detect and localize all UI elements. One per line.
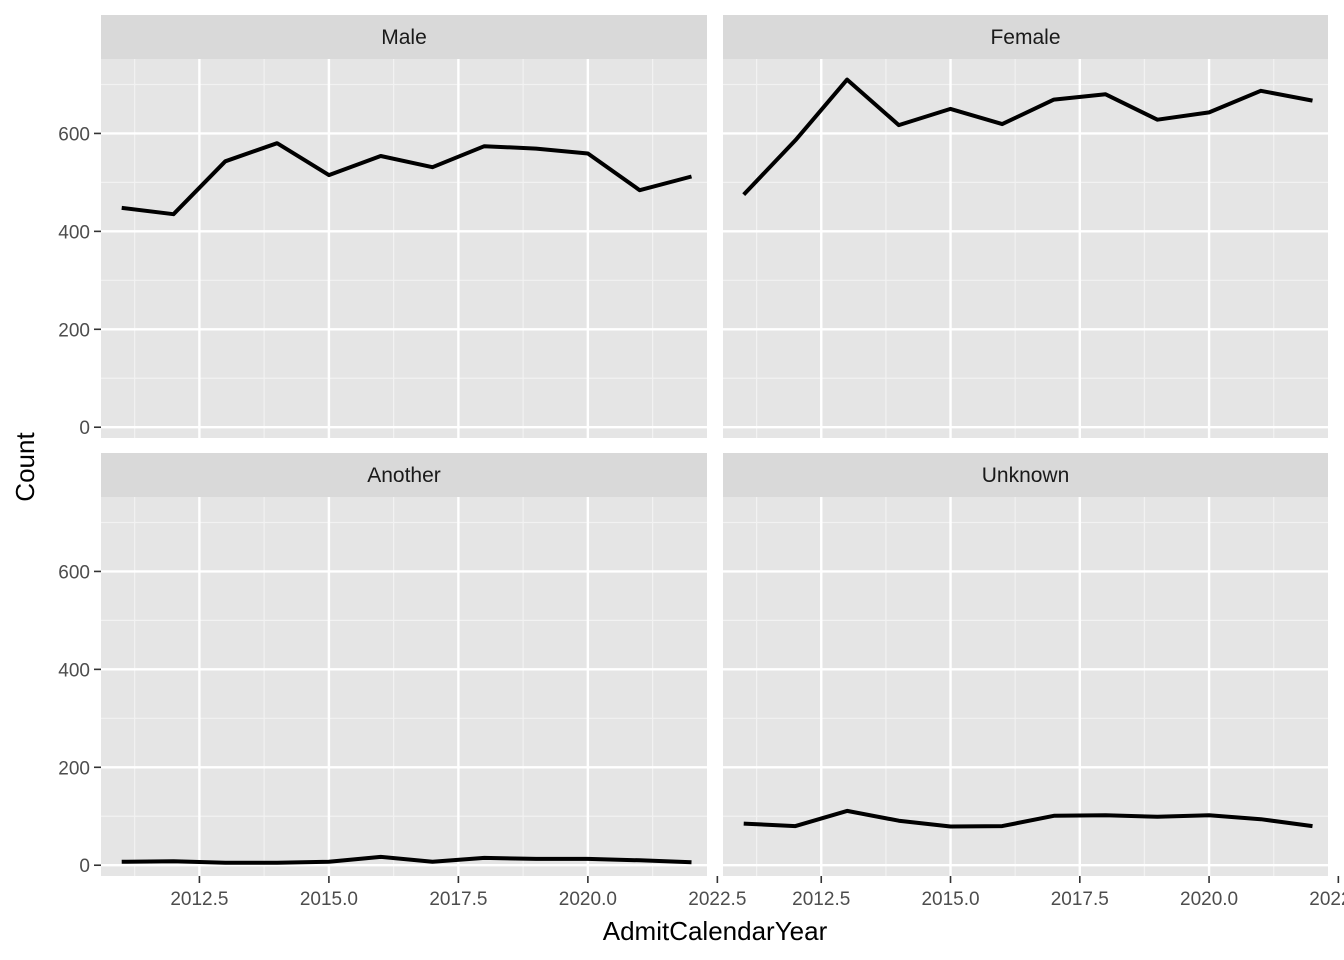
x-tick-label: 2022.5 <box>1309 889 1344 910</box>
x-tick-label: 2022.5 <box>688 889 746 910</box>
x-tick-label: 2017.5 <box>1051 889 1109 910</box>
y-axis-title: Count <box>10 432 40 502</box>
y-tick-label: 200 <box>58 758 90 779</box>
gridlines <box>101 497 707 876</box>
panel-background <box>101 497 707 876</box>
y-tick-label: 0 <box>79 856 90 877</box>
series-line-another <box>121 854 692 865</box>
series-line-female <box>742 77 1313 196</box>
facet-panel-unknown: Unknown <box>723 453 1328 876</box>
panel-background <box>723 59 1328 438</box>
panel-background <box>723 497 1328 876</box>
x-tick-label: 2020.0 <box>1180 889 1238 910</box>
gridlines <box>723 59 1328 438</box>
x-tick-label: 2020.0 <box>559 889 617 910</box>
axes: 0 200 400 600 0 200 400 600 2012.5 2015.0 2017.5 20… <box>58 124 1344 910</box>
x-axis-title: AdmitCalendarYear <box>603 916 828 946</box>
facet-strip <box>101 453 707 497</box>
x-tick-label: 2015.0 <box>921 889 979 910</box>
panel-background <box>101 59 707 438</box>
y-tick-label: 400 <box>58 660 90 681</box>
facet-panels: Male Female Another Unknown <box>101 15 1328 876</box>
facet-strip-label: Female <box>990 26 1060 49</box>
facet-strip <box>723 15 1328 59</box>
y-tick-label: 600 <box>58 124 90 145</box>
y-tick-label: 400 <box>58 222 90 243</box>
x-tick-label: 2012.5 <box>792 889 850 910</box>
gridlines <box>723 497 1328 876</box>
y-tick-label: 0 <box>79 418 90 439</box>
facet-panel-female: Female <box>723 15 1328 438</box>
series-line-male <box>121 141 693 217</box>
facet-strip <box>723 453 1328 497</box>
facet-panel-male: Male <box>101 15 707 438</box>
x-tick-label: 2017.5 <box>429 889 487 910</box>
y-tick-label: 200 <box>58 320 90 341</box>
series-line-unknown <box>743 808 1313 829</box>
facet-strip-label: Male <box>381 26 427 49</box>
x-tick-label: 2015.0 <box>300 889 358 910</box>
facet-panel-another: Another <box>101 453 707 876</box>
x-tick-label: 2012.5 <box>170 889 228 910</box>
y-tick-label: 600 <box>58 562 90 583</box>
facet-strip <box>101 15 707 59</box>
facet-strip-label: Another <box>367 464 441 487</box>
facet-strip-label: Unknown <box>982 464 1070 487</box>
